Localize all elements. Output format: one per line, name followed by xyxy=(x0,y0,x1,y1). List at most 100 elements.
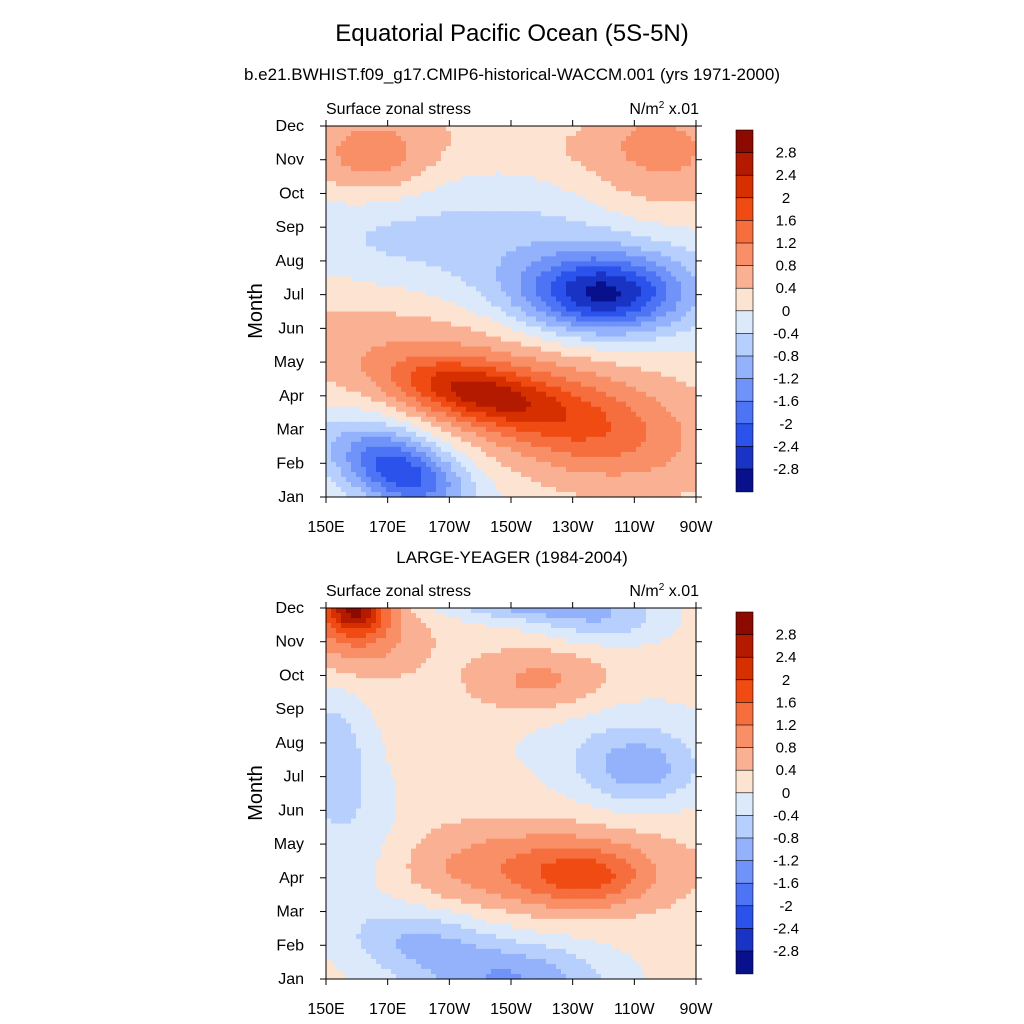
contour-cell xyxy=(566,216,572,222)
contour-cell xyxy=(371,151,377,157)
contour-cell xyxy=(591,331,597,338)
contour-cell xyxy=(681,366,687,373)
contour-cell xyxy=(431,456,437,463)
contour-cell xyxy=(606,211,612,217)
contour-cell xyxy=(401,351,407,358)
contour-cell xyxy=(326,251,332,257)
contour-cell xyxy=(436,151,442,157)
contour-cell xyxy=(346,261,352,267)
contour-cell xyxy=(371,376,377,383)
contour-cell xyxy=(476,296,482,303)
contour-cell xyxy=(576,451,582,458)
contour-cell xyxy=(586,431,592,438)
contour-cell xyxy=(341,321,347,328)
contour-cell xyxy=(571,301,577,308)
contour-cell xyxy=(446,266,452,272)
contour-cell xyxy=(676,246,682,252)
contour-cell xyxy=(516,216,522,222)
contour-cell xyxy=(401,176,407,182)
contour-cell xyxy=(361,236,367,242)
contour-cell xyxy=(616,231,622,237)
contour-cell xyxy=(391,166,397,172)
contour-cell xyxy=(411,321,417,328)
contour-cell xyxy=(676,406,682,413)
contour-cell xyxy=(526,326,532,333)
contour-cell xyxy=(676,421,682,428)
contour-cell xyxy=(446,331,452,338)
contour-cell xyxy=(601,141,607,147)
contour-cell xyxy=(661,226,667,232)
contour-cell xyxy=(621,246,627,252)
contour-cell xyxy=(326,311,332,318)
contour-cell xyxy=(691,146,697,152)
contour-cell xyxy=(616,436,622,443)
contour-cell xyxy=(611,141,617,147)
contour-cell xyxy=(451,456,457,463)
contour-cell xyxy=(326,321,332,328)
contour-cell xyxy=(566,391,572,398)
contour-cell xyxy=(551,241,557,247)
contour-cell xyxy=(416,156,422,162)
contour-cell xyxy=(421,326,427,333)
contour-cell xyxy=(351,291,357,298)
contour-cell xyxy=(511,176,517,182)
contour-cell xyxy=(571,416,577,423)
contour-cell xyxy=(341,326,347,333)
contour-cell xyxy=(426,366,432,373)
contour-cell xyxy=(506,381,512,388)
contour-cell xyxy=(466,301,472,308)
contour-cell xyxy=(651,126,657,132)
contour-cell xyxy=(511,321,517,328)
contour-cell xyxy=(421,431,427,438)
contour-cell xyxy=(656,261,662,267)
contour-cell xyxy=(676,146,682,152)
contour-cell xyxy=(586,306,592,313)
contour-cell xyxy=(606,406,612,413)
contour-cell xyxy=(536,151,542,157)
contour-cell xyxy=(401,191,407,197)
contour-cell xyxy=(446,166,452,172)
contour-cell xyxy=(481,221,487,227)
contour-cell xyxy=(691,306,697,313)
contour-cell xyxy=(586,301,592,308)
contour-cell xyxy=(421,246,427,252)
contour-cell xyxy=(671,316,677,323)
contour-cell xyxy=(501,351,507,358)
contour-cell xyxy=(391,226,397,232)
contour-cell xyxy=(361,306,367,313)
contour-cell xyxy=(466,276,472,283)
contour-cell xyxy=(591,306,597,313)
contour-cell xyxy=(671,161,677,167)
contour-cell xyxy=(586,391,592,398)
contour-cell xyxy=(496,331,502,338)
contour-cell xyxy=(656,151,662,157)
contour-cell xyxy=(486,406,492,413)
contour-cell xyxy=(371,266,377,272)
contour-cell xyxy=(691,261,697,267)
contour-cell xyxy=(541,261,547,267)
contour-cell xyxy=(451,321,457,328)
contour-cell xyxy=(566,261,572,267)
contour-cell xyxy=(611,221,617,227)
contour-cell xyxy=(361,211,367,217)
contour-cell xyxy=(526,221,532,227)
contour-cell xyxy=(631,371,637,378)
contour-cell xyxy=(646,161,652,167)
contour-cell xyxy=(491,291,497,298)
contour-cell xyxy=(326,316,332,323)
contour-cell xyxy=(496,376,502,383)
contour-cell xyxy=(551,376,557,383)
contour-cell xyxy=(501,376,507,383)
contour-cell xyxy=(446,306,452,313)
contour-cell xyxy=(556,336,562,343)
contour-cell xyxy=(691,381,697,388)
contour-cell xyxy=(556,366,562,373)
contour-cell xyxy=(336,191,342,197)
contour-cell xyxy=(671,456,677,463)
contour-cell xyxy=(471,141,477,147)
contour-cell xyxy=(631,276,637,283)
contour-cell xyxy=(346,166,352,172)
contour-cell xyxy=(451,236,457,242)
contour-cell xyxy=(651,296,657,303)
contour-cell xyxy=(541,201,547,207)
